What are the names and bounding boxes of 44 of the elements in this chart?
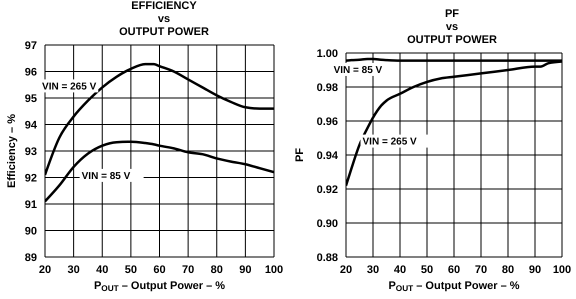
x-tick-label: 40	[96, 264, 108, 276]
x-tick-label: 60	[153, 264, 166, 276]
chart-title: EFFICIENCY vs OUTPUT POWER	[118, 0, 210, 39]
y-tick-label: 95	[24, 92, 37, 105]
x-tick-label: 40	[394, 264, 406, 276]
y-tick-label: 0.94	[316, 150, 339, 162]
chart-title: PF vs OUTPUT POWER	[406, 8, 498, 47]
y-tick-label: 0.98	[316, 82, 338, 94]
x-tick-label: 30	[68, 264, 80, 276]
x-tick-label: 90	[239, 264, 252, 276]
series-label: VIN = 265 V	[362, 136, 418, 148]
x-tick-label: 80	[502, 264, 514, 276]
y-tick-label: 91	[24, 198, 37, 211]
y-tick-label: 0.92	[316, 184, 338, 196]
x-tick-label: 20	[38, 264, 52, 276]
series-label: VIN = 265 V	[42, 81, 97, 92]
y-tick-label: 96	[24, 66, 37, 78]
x-axis-title: P$_{OUT}$ – Output Power – %	[388, 280, 520, 293]
x-tick-label: 60	[448, 264, 460, 276]
y-axis-title: Efficiency – %	[6, 114, 18, 188]
x-tick-label: 70	[182, 264, 194, 276]
y-tick-label: 0.90	[316, 218, 338, 230]
y-tick-label: 94	[24, 119, 38, 132]
x-tick-label: 70	[474, 264, 488, 276]
y-tick-label: 92	[24, 172, 37, 184]
x-tick-label: 80	[210, 264, 223, 276]
x-tick-label: 30	[366, 264, 380, 276]
x-tick-label: 100	[552, 264, 572, 276]
y-axis-title: PF	[294, 148, 306, 162]
y-tick-label: 89	[24, 252, 37, 264]
x-tick-label: 20	[340, 264, 352, 276]
y-tick-label: 0.96	[316, 116, 338, 128]
x-axis-title: P$_{OUT}$ – Output Power – %	[94, 280, 226, 293]
x-tick-label: 100	[264, 264, 284, 276]
series-label: VIN = 85 V	[334, 64, 383, 76]
y-tick-label: 0.88	[316, 252, 338, 264]
x-tick-label: 50	[124, 264, 137, 276]
y-tick-label: 93	[24, 146, 37, 158]
x-tick-label: 90	[528, 264, 542, 276]
series-label: VIN = 85 V	[82, 170, 131, 182]
y-tick-label: 1.00	[316, 48, 338, 60]
x-tick-label: 50	[420, 264, 434, 276]
y-tick-label: 97	[24, 40, 37, 52]
y-tick-label: 90	[24, 225, 37, 238]
